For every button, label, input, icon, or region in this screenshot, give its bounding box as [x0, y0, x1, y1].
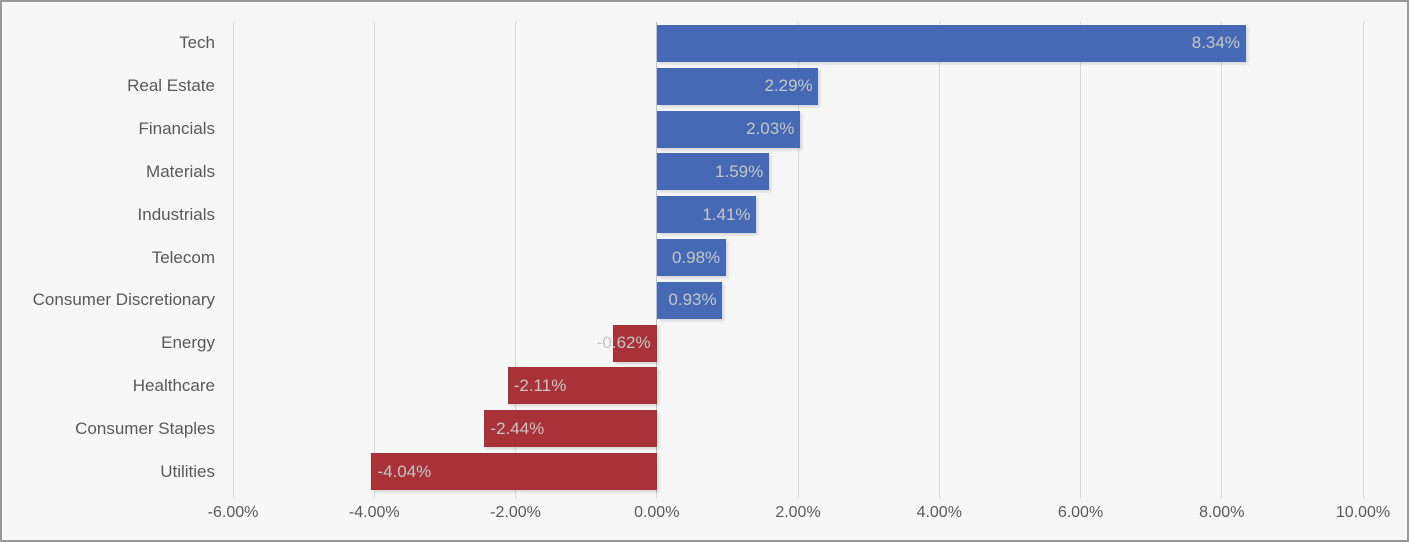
- data-label: 1.41%: [702, 204, 751, 224]
- axis-tick-mark: [232, 493, 234, 498]
- data-label: -2.11%: [513, 375, 567, 395]
- bar-negative[interactable]: [612, 324, 657, 362]
- data-label: 0.98%: [671, 247, 721, 267]
- x-axis-tick-label: 6.00%: [1057, 504, 1104, 521]
- x-axis-tick-label: 0.00%: [634, 504, 680, 521]
- vertical-gridline: [515, 22, 516, 493]
- data-label: 0.93%: [668, 290, 717, 310]
- x-axis-tick-label: 10.00%: [1335, 504, 1391, 521]
- bar-positive[interactable]: [656, 24, 1246, 62]
- data-label: 1.59%: [715, 161, 764, 181]
- vertical-gridline: [1221, 22, 1223, 493]
- category-label: Consumer Discretionary: [32, 290, 215, 310]
- bar-negative[interactable]: [507, 367, 657, 405]
- axis-tick-mark: [373, 493, 375, 498]
- category-label: Real Estate: [127, 76, 215, 96]
- axis-tick-mark: [656, 493, 658, 498]
- vertical-gridline: [797, 22, 799, 493]
- vertical-gridline: [938, 22, 940, 493]
- data-label: 8.34%: [1191, 33, 1240, 53]
- x-axis-tick-label: -4.00%: [348, 504, 400, 521]
- data-label: -0.62%: [596, 333, 651, 353]
- category-label: Consumer Staples: [75, 418, 215, 438]
- category-label: Telecom: [151, 247, 215, 267]
- bar-positive[interactable]: [656, 196, 757, 234]
- data-label: -4.04%: [377, 461, 432, 481]
- bar-negative[interactable]: [484, 410, 657, 448]
- x-axis-tick-label: -6.00%: [207, 504, 259, 521]
- x-axis-tick-label: -2.00%: [490, 504, 541, 521]
- axis-tick-mark: [1362, 493, 1364, 498]
- vertical-gridline: [1080, 22, 1081, 493]
- data-label: 2.29%: [764, 76, 813, 96]
- axis-tick-mark: [1221, 493, 1223, 498]
- bar-positive[interactable]: [656, 239, 726, 276]
- x-axis-tick-label: 2.00%: [775, 504, 821, 521]
- axis-tick-mark: [515, 493, 516, 498]
- bar-positive[interactable]: [656, 67, 819, 105]
- bar-positive[interactable]: [656, 153, 770, 191]
- category-label: Industrials: [137, 204, 215, 224]
- bar-negative[interactable]: [371, 453, 657, 491]
- axis-tick-mark: [938, 493, 940, 498]
- x-axis-tick-label: 4.00%: [916, 504, 962, 521]
- data-label: 2.03%: [746, 119, 795, 139]
- category-label: Healthcare: [132, 375, 215, 395]
- vertical-gridline: [232, 22, 234, 493]
- vertical-gridline: [1362, 22, 1364, 493]
- bar-positive[interactable]: [656, 110, 801, 148]
- category-label: Utilities: [160, 461, 215, 481]
- category-label: Tech: [179, 33, 215, 53]
- x-axis-tick-label: 8.00%: [1199, 504, 1245, 521]
- category-label: Materials: [146, 161, 215, 181]
- category-label: Energy: [161, 333, 215, 353]
- data-label: -2.44%: [490, 418, 545, 438]
- axis-tick-mark: [797, 493, 799, 498]
- vertical-gridline: [373, 22, 375, 493]
- axis-tick-mark: [1080, 493, 1081, 498]
- bar-positive[interactable]: [656, 281, 723, 319]
- category-label: Financials: [138, 119, 215, 139]
